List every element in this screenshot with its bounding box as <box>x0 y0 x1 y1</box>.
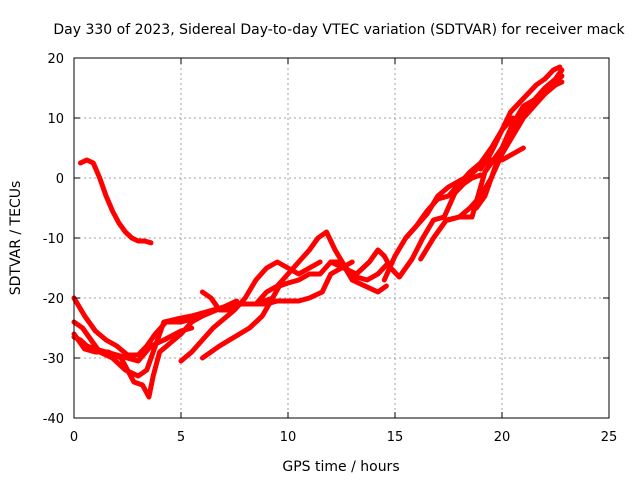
x-tick-label: 20 <box>494 430 511 445</box>
y-tick-label: 0 <box>56 172 64 187</box>
y-tick-label: 10 <box>47 112 64 127</box>
series-line-pass-14 <box>446 73 565 223</box>
y-tick-label: -40 <box>43 412 64 427</box>
x-tick-label: 5 <box>177 430 185 445</box>
chart-title: Day 330 of 2023, Sidereal Day-to-day VTE… <box>53 22 625 38</box>
y-tick-label: -20 <box>43 292 64 307</box>
series-line-pass-9 <box>253 229 389 307</box>
series-line-pass-11 <box>381 145 526 283</box>
x-tick-label: 25 <box>601 430 618 445</box>
x-tick-label: 0 <box>70 430 78 445</box>
y-tick-label: 20 <box>47 52 64 67</box>
series-line-pass-10 <box>328 172 484 280</box>
series-line-pass-15 <box>473 67 565 211</box>
x-tick-label: 15 <box>387 430 404 445</box>
x-axis-label: GPS time / hours <box>282 459 399 475</box>
series-line-pass-5 <box>71 325 195 364</box>
y-tick-label: -10 <box>43 232 64 247</box>
y-tick-label: -30 <box>43 352 64 367</box>
x-tick-label: 10 <box>280 430 297 445</box>
series-line-pass-6 <box>178 259 323 364</box>
series-layer <box>71 64 565 400</box>
ticks: 0 5 10 15 20 25 -40 -30 -20 -10 0 10 20 <box>43 52 618 445</box>
series-line-pass-8 <box>199 259 355 313</box>
series-line-pass-7 <box>199 259 389 361</box>
series-line-pass-1 <box>77 157 154 246</box>
y-axis-label: SDTVAR / TECUs <box>8 181 24 296</box>
series-line-pass-3 <box>71 295 276 379</box>
series-line-pass-16 <box>478 64 563 172</box>
